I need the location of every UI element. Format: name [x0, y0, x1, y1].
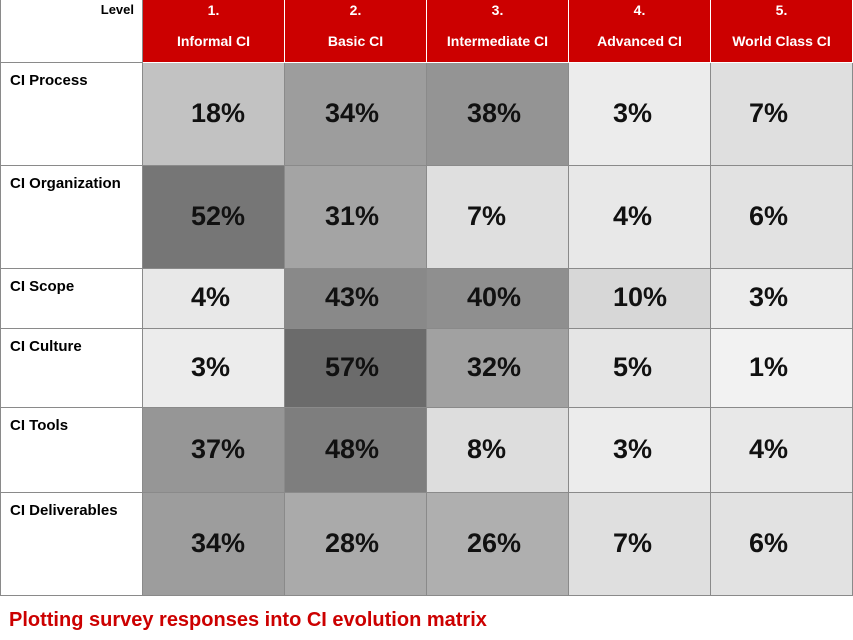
percentage-value: 57%	[325, 352, 380, 382]
percentage-value: 3%	[749, 282, 789, 312]
percentage-value: 8%	[467, 434, 507, 464]
percentage-value: 7%	[749, 98, 789, 128]
matrix-cell: 48%	[285, 408, 427, 493]
matrix-cell: 8%	[427, 408, 569, 493]
matrix-cell: 34%	[285, 63, 427, 166]
matrix-cell: 4%	[143, 269, 285, 329]
level-number: 5.	[775, 2, 788, 18]
level-header-5: 5. World Class CI	[711, 0, 853, 63]
matrix-cell: 6%	[711, 166, 853, 269]
matrix-cell: 3%	[711, 269, 853, 329]
percentage-value: 32%	[467, 352, 522, 382]
row-label: CI Organization	[0, 166, 143, 269]
percentage-value: 37%	[191, 434, 246, 464]
percentage-value: 4%	[613, 201, 653, 231]
percentage-value: 28%	[325, 528, 380, 558]
matrix-cell: 28%	[285, 493, 427, 596]
percentage-value: 43%	[325, 282, 380, 312]
percentage-value: 18%	[191, 98, 246, 128]
level-number: 4.	[633, 2, 646, 18]
level-number: 3.	[491, 2, 504, 18]
level-heading: Level	[100, 2, 134, 17]
matrix-cell: 1%	[711, 329, 853, 408]
matrix-cell: 3%	[143, 329, 285, 408]
level-name: Intermediate CI	[446, 33, 549, 49]
matrix-cell: 4%	[711, 408, 853, 493]
percentage-value: 7%	[467, 201, 507, 231]
percentage-value: 3%	[191, 352, 231, 382]
level-header-3: 3. Intermediate CI	[427, 0, 569, 63]
percentage-value: 7%	[613, 528, 653, 558]
percentage-value: 4%	[749, 434, 789, 464]
matrix-cell: 5%	[569, 329, 711, 408]
matrix-cell: 4%	[569, 166, 711, 269]
matrix-cell: 37%	[143, 408, 285, 493]
matrix-cell: 7%	[569, 493, 711, 596]
percentage-value: 34%	[325, 98, 380, 128]
percentage-value: 34%	[191, 528, 246, 558]
matrix-cell: 3%	[569, 63, 711, 166]
percentage-value: 48%	[325, 434, 380, 464]
level-name: Informal CI	[176, 33, 251, 49]
percentage-value: 26%	[467, 528, 522, 558]
level-name: World Class CI	[732, 33, 831, 49]
percentage-value: 31%	[325, 201, 380, 231]
matrix-cell: 57%	[285, 329, 427, 408]
percentage-value: 38%	[467, 98, 522, 128]
corner-level-label: Level	[0, 0, 143, 63]
row-label: CI Scope	[0, 269, 143, 329]
level-number: 2.	[349, 2, 362, 18]
ci-evolution-matrix: Level 1. Informal CI 2. Basic CI 3. Intermedia…	[0, 0, 853, 596]
percentage-value: 6%	[749, 201, 789, 231]
matrix-cell: 31%	[285, 166, 427, 269]
percentage-value: 5%	[613, 352, 653, 382]
percentage-value: 3%	[613, 434, 653, 464]
level-name: Basic CI	[327, 33, 384, 49]
percentage-value: 52%	[191, 201, 246, 231]
row-label: CI Tools	[0, 408, 143, 493]
percentage-value: 4%	[191, 282, 231, 312]
matrix-cell: 32%	[427, 329, 569, 408]
level-header-1: 1. Informal CI	[143, 0, 285, 63]
matrix-cell: 18%	[143, 63, 285, 166]
percentage-value: 6%	[749, 528, 789, 558]
row-label: CI Process	[0, 63, 143, 166]
matrix-cell: 3%	[569, 408, 711, 493]
level-number: 1.	[207, 2, 220, 18]
matrix-cell: 6%	[711, 493, 853, 596]
percentage-value: 1%	[749, 352, 789, 382]
row-label: CI Deliverables	[0, 493, 143, 596]
matrix-cell: 10%	[569, 269, 711, 329]
caption: Plotting survey responses into CI evolut…	[9, 609, 487, 631]
matrix-cell: 52%	[143, 166, 285, 269]
matrix-cell: 26%	[427, 493, 569, 596]
matrix-cell: 7%	[711, 63, 853, 166]
row-label: CI Culture	[0, 329, 143, 408]
matrix-cell: 7%	[427, 166, 569, 269]
percentage-value: 3%	[613, 98, 653, 128]
level-header-4: 4. Advanced CI	[569, 0, 711, 63]
matrix-cell: 38%	[427, 63, 569, 166]
level-header-2: 2. Basic CI	[285, 0, 427, 63]
level-name: Advanced CI	[597, 33, 682, 49]
matrix-cell: 40%	[427, 269, 569, 329]
matrix-cell: 43%	[285, 269, 427, 329]
percentage-value: 10%	[613, 282, 668, 312]
percentage-value: 40%	[467, 282, 522, 312]
matrix-cell: 34%	[143, 493, 285, 596]
